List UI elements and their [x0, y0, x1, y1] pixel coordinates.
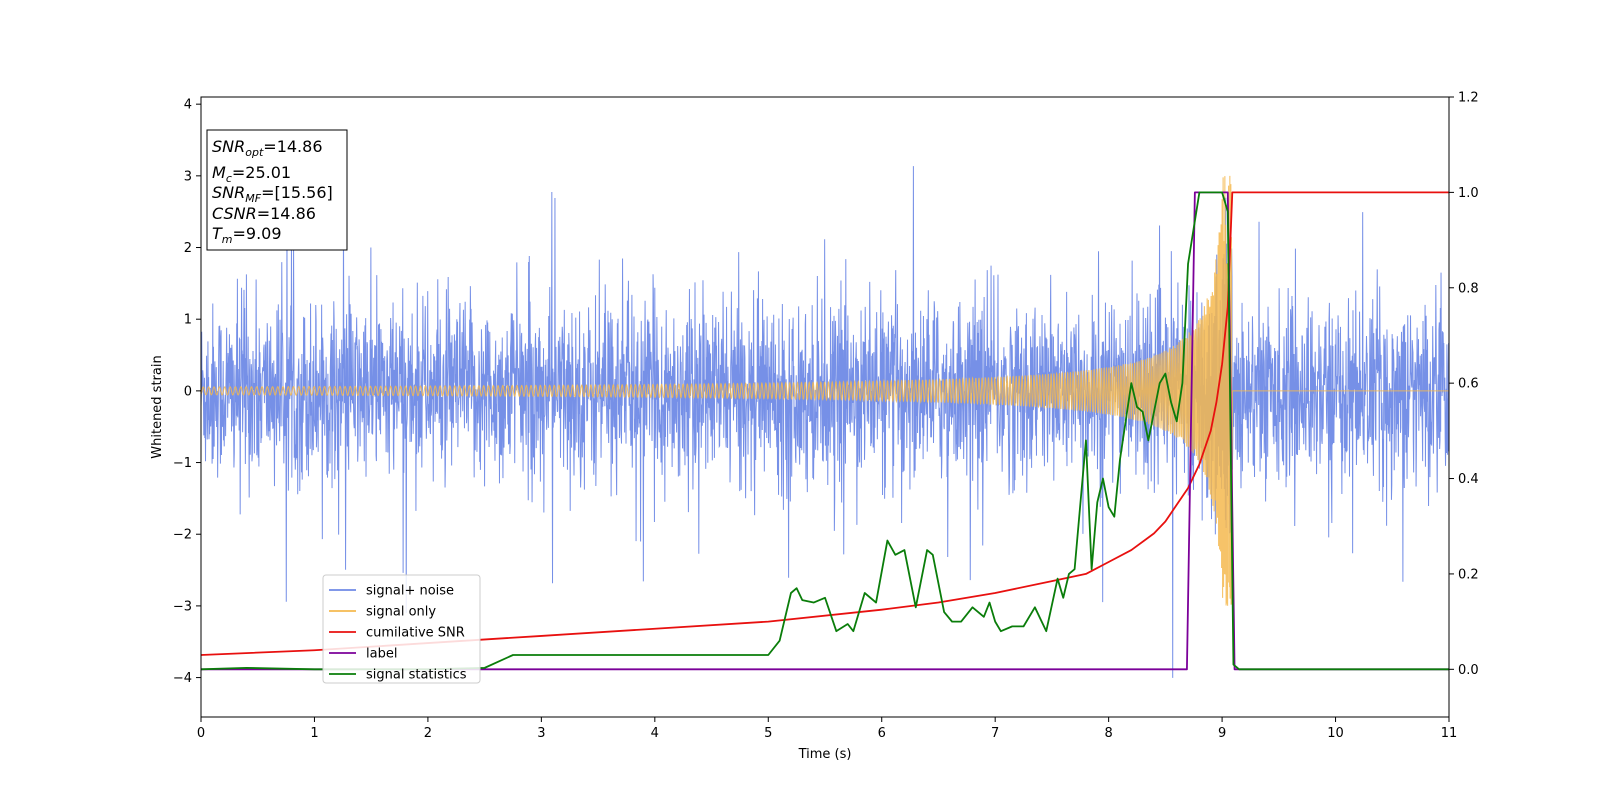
annotation-tm: Tm=9.09 — [212, 224, 282, 246]
x-tick-label: 8 — [1104, 726, 1112, 741]
x-tick-label: 3 — [537, 726, 545, 741]
y-tick-right-label: 1.2 — [1458, 91, 1479, 106]
x-tick-label: 2 — [424, 726, 432, 741]
y-tick-left-label: 0 — [184, 384, 192, 399]
legend-label: signal only — [366, 605, 436, 620]
legend: signal+ noise signal only cumilative SNR la… — [322, 574, 481, 684]
series-signal-statistics — [201, 191, 1449, 671]
series-signal-only — [201, 175, 1449, 606]
annotation-snr-opt: SNRopt=14.86 — [212, 137, 323, 159]
annotation-mc: Mc=25.01 — [212, 163, 291, 185]
legend-label: cumilative SNR — [366, 626, 465, 641]
x-tick-label: 4 — [651, 726, 659, 741]
y-tick-right-label: 1.0 — [1458, 186, 1479, 201]
line-signal-only — [201, 175, 1449, 606]
annotation-csnr: CSNR=14.86 — [212, 204, 316, 223]
x-tick-label: 9 — [1218, 726, 1226, 741]
y-tick-right-label: 0.8 — [1458, 281, 1479, 296]
y-tick-left-label: 1 — [184, 313, 192, 328]
y-tick-left-label: −3 — [173, 599, 192, 614]
y-tick-right-label: 0.6 — [1458, 377, 1479, 392]
y-tick-left-label: 3 — [184, 169, 192, 184]
y-tick-left-label: −1 — [173, 456, 192, 471]
y-axis-label: Whitened strain — [150, 355, 165, 458]
series-cumulative-snr — [201, 191, 1449, 656]
legend-label: label — [366, 647, 397, 662]
y-tick-left-label: −4 — [173, 671, 192, 686]
y-tick-left-label: −2 — [173, 528, 192, 543]
annotation-box: SNRopt=14.86 Mc=25.01 SNRMF=[15.56] CSNR… — [206, 129, 348, 251]
line-cumilative-snr — [201, 191, 1449, 656]
x-axis: 0 1 2 3 4 5 6 7 8 9 10 11 — [197, 717, 1457, 741]
x-tick-label: 6 — [878, 726, 886, 741]
x-axis-label: Time (s) — [798, 747, 852, 762]
x-tick-label: 10 — [1327, 726, 1344, 741]
legend-label: signal+ noise — [366, 584, 454, 599]
y-tick-right-label: 0.2 — [1458, 567, 1479, 582]
y-axis-left: 4 3 2 1 0 −1 −2 −3 −4 — [173, 98, 201, 686]
y-axis-right: 1.2 1.0 0.8 0.6 0.4 0.2 0.0 — [1449, 91, 1479, 678]
y-tick-left-label: 4 — [184, 98, 192, 113]
plot-frame — [200, 96, 1450, 718]
y-tick-right-label: 0.0 — [1458, 663, 1479, 678]
x-tick-label: 0 — [197, 726, 205, 741]
y-tick-left-label: 2 — [184, 241, 192, 256]
legend-label: signal statistics — [366, 668, 467, 683]
line-signal-statistics — [201, 191, 1449, 671]
annotation-snr-mf: SNRMF=[15.56] — [212, 183, 333, 205]
x-tick-label: 7 — [991, 726, 999, 741]
x-tick-label: 5 — [764, 726, 772, 741]
x-tick-label: 11 — [1441, 726, 1458, 741]
y-tick-right-label: 0.4 — [1458, 472, 1479, 487]
x-tick-label: 1 — [310, 726, 318, 741]
